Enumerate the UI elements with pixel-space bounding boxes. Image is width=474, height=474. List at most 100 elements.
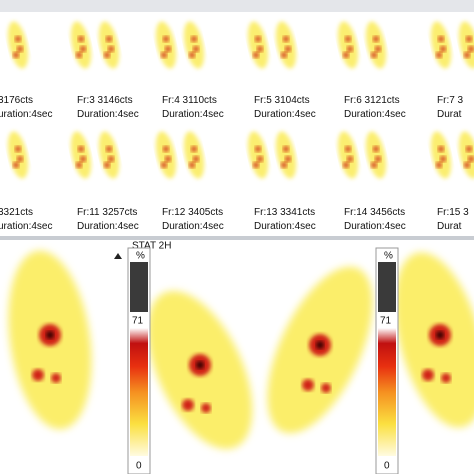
frame-count: 3176cts [0, 95, 33, 106]
hot-spot [163, 146, 169, 152]
frame-count: Fr:13 3341cts [254, 207, 315, 218]
colorbar-dark [130, 262, 148, 312]
frame-duration: uration:4sec [0, 109, 52, 120]
hot-spot [106, 36, 112, 42]
hot-spot [189, 162, 195, 168]
hot-spot [76, 162, 82, 168]
hot-spot [13, 52, 19, 58]
frame-thumbnail [70, 21, 120, 69]
hot-spot [345, 146, 351, 152]
hot-spot [371, 162, 377, 168]
hot-spot [373, 146, 379, 152]
hand [365, 21, 387, 69]
hot-spot [343, 162, 349, 168]
hot-spot [302, 379, 314, 391]
static-image [147, 290, 253, 450]
hot-spot [436, 162, 442, 168]
hot-spot [253, 162, 259, 168]
hot-spot [373, 36, 379, 42]
frame-duration: Duration:4sec [77, 221, 139, 232]
hot-spot [161, 52, 167, 58]
hot-spot [163, 36, 169, 42]
frame-thumbnail [155, 21, 205, 69]
hot-spot [191, 36, 197, 42]
hot-spot [253, 52, 259, 58]
colorbar-unit: % [136, 251, 145, 262]
hot-spot-core [196, 361, 204, 369]
hot-spot [15, 146, 21, 152]
hot-spot [375, 46, 381, 52]
hand [70, 21, 92, 69]
hot-spot [104, 52, 110, 58]
panel-title: STAT 2H [132, 241, 171, 252]
frame-count: Fr:3 3146cts [77, 95, 133, 106]
hot-spot [285, 156, 291, 162]
hot-spot [285, 46, 291, 52]
frame-count: Fr:12 3405cts [162, 207, 223, 218]
hand [7, 131, 29, 179]
colorbar-min: 0 [136, 461, 142, 472]
hot-spot [13, 162, 19, 168]
hot-spot [441, 373, 451, 383]
hand [247, 131, 269, 179]
hot-spot [321, 383, 331, 393]
hot-spot [422, 369, 434, 381]
hand [458, 21, 474, 69]
strip [0, 0, 474, 12]
hot-spot [468, 46, 474, 52]
hot-spot [189, 52, 195, 58]
colorbar-gradient [378, 328, 396, 456]
hand [7, 21, 29, 69]
hot-spot [17, 156, 23, 162]
frame-count: Fr:5 3104cts [254, 95, 310, 106]
hot-spot [165, 156, 171, 162]
frame-count: Fr:11 3257cts [77, 207, 137, 218]
hot-spot [281, 52, 287, 58]
hand [183, 21, 205, 69]
hot-spot [283, 146, 289, 152]
hot-spot [436, 52, 442, 58]
hot-spot [165, 46, 171, 52]
frame-count: Fr:4 3110cts [162, 95, 217, 106]
colorbar-min: 0 [384, 461, 390, 472]
hot-spot [51, 373, 61, 383]
frame-duration: Duration:4sec [162, 109, 224, 120]
frame-duration: Duration:4sec [77, 109, 139, 120]
hot-spot [281, 162, 287, 168]
hot-spot [440, 156, 446, 162]
hot-spot [193, 156, 199, 162]
frame-thumbnail [337, 21, 387, 69]
frame-thumbnail [247, 21, 297, 69]
hot-spot [438, 36, 444, 42]
colorbar-max: 71 [132, 316, 144, 327]
hot-spot [255, 36, 261, 42]
hot-spot [440, 46, 446, 52]
hot-spot [466, 36, 472, 42]
frame-thumbnail [70, 131, 120, 179]
hot-spot [80, 46, 86, 52]
frame-thumbnail [7, 131, 29, 179]
hot-spot [108, 156, 114, 162]
hand [70, 131, 92, 179]
frame-duration: Duration:4sec [162, 221, 224, 232]
hot-spot-core [316, 341, 324, 349]
hot-spot [191, 146, 197, 152]
frame-count: 3321cts [0, 207, 33, 218]
colorbar-gradient [130, 328, 148, 456]
hot-spot [464, 162, 470, 168]
hot-spot [106, 146, 112, 152]
hot-spot [438, 146, 444, 152]
hand [183, 131, 205, 179]
frame-duration: Durat [437, 221, 462, 232]
hot-spot [464, 52, 470, 58]
frame-thumbnail [430, 21, 474, 69]
hot-spot [347, 46, 353, 52]
separator [0, 236, 474, 240]
hot-spot [80, 156, 86, 162]
frame-thumbnail [155, 131, 205, 179]
hand [155, 21, 177, 69]
scroll-up[interactable] [114, 253, 122, 259]
hot-spot [17, 46, 23, 52]
frame-thumbnail [337, 131, 387, 179]
